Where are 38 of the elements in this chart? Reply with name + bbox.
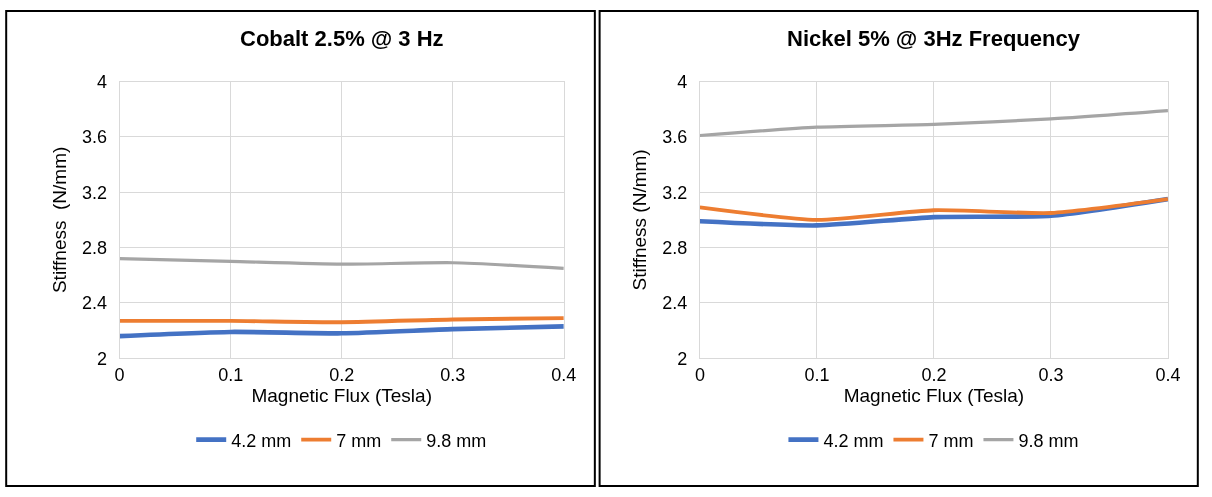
x-tick-label: 0 — [114, 364, 125, 385]
x-tick-label: 0.2 — [329, 364, 355, 385]
y-tick-label: 3.6 — [662, 127, 688, 148]
legend-label: 7 mm — [928, 430, 974, 451]
y-tick-label: 2.4 — [81, 293, 108, 314]
y-axis-title: Stiffness (N/mm) — [48, 146, 70, 294]
x-tick-label: 0.4 — [1155, 364, 1181, 385]
y-tick-label: 2 — [97, 348, 108, 369]
y-tick-label: 3.2 — [81, 182, 108, 203]
y-tick-label: 2.8 — [81, 237, 108, 258]
x-tick-label: 0.1 — [804, 364, 830, 385]
x-tick-label: 0.4 — [551, 364, 577, 385]
legend-label: 9.8 mm — [1018, 430, 1079, 451]
legend-label: 4.2 mm — [231, 430, 292, 451]
chart-title: Cobalt 2.5% @ 3 Hz — [240, 26, 444, 51]
x-axis-title: Magnetic Flux (Tesla) — [843, 384, 1025, 406]
y-tick-label: 4 — [677, 71, 688, 92]
legend-label: 4.2 mm — [823, 430, 884, 451]
x-tick-label: 0.1 — [218, 364, 244, 385]
legend-label: 7 mm — [336, 430, 382, 451]
y-tick-label: 2.4 — [662, 293, 688, 314]
legend-label: 9.8 mm — [426, 430, 487, 451]
line-series — [699, 109, 1168, 138]
line-series — [699, 197, 1168, 222]
line-series — [119, 324, 564, 339]
line-series — [119, 257, 564, 270]
x-tick-label: 0.2 — [921, 364, 947, 385]
y-tick-label: 4 — [97, 71, 108, 92]
y-tick-label: 2 — [677, 348, 688, 369]
x-tick-label: 0 — [694, 364, 705, 385]
chart-title: Nickel 5% @ 3Hz Frequency — [787, 26, 1081, 51]
x-tick-label: 0.3 — [1038, 364, 1064, 385]
y-tick-label: 2.8 — [662, 237, 688, 258]
y-tick-label: 3.2 — [662, 182, 688, 203]
x-tick-label: 0.3 — [440, 364, 466, 385]
y-axis-title: Stiffness (N/mm) — [629, 149, 651, 291]
x-axis-title: Magnetic Flux (Tesla) — [251, 384, 432, 406]
y-tick-label: 3.6 — [81, 127, 108, 148]
